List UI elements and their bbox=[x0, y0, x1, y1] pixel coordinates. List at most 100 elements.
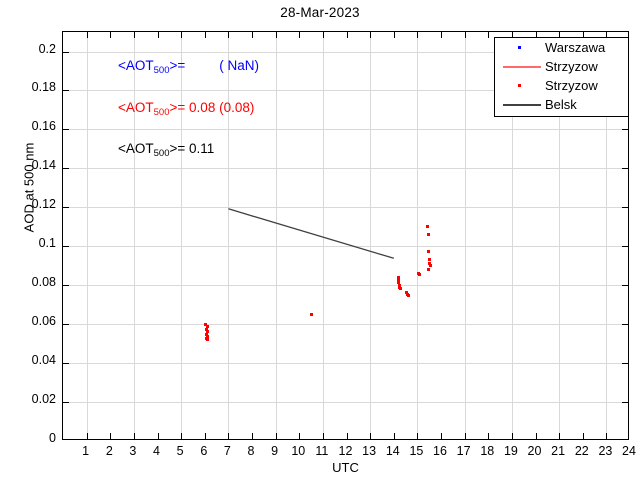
data-point bbox=[428, 263, 432, 267]
x-axis-tick bbox=[559, 32, 561, 38]
gridline-horizontal bbox=[63, 246, 628, 248]
x-axis-label: UTC bbox=[332, 460, 359, 475]
data-point bbox=[427, 250, 431, 254]
y-axis-tick bbox=[63, 246, 69, 248]
annotation-operator: >= bbox=[169, 141, 186, 156]
gridline-vertical bbox=[417, 32, 419, 439]
x-axis-tick bbox=[606, 433, 608, 439]
x-axis-tick bbox=[464, 433, 466, 439]
annotation-value: ( NaN) bbox=[219, 58, 260, 73]
x-axis-tick bbox=[110, 433, 112, 439]
y-axis-tick bbox=[622, 402, 628, 403]
x-axis-tick bbox=[370, 433, 372, 439]
x-tick-label: 10 bbox=[291, 444, 306, 458]
x-axis-tick bbox=[582, 433, 584, 439]
gridline-horizontal bbox=[63, 324, 628, 326]
gridline-horizontal bbox=[63, 51, 628, 53]
x-axis-tick bbox=[346, 32, 348, 38]
x-axis-tick bbox=[441, 32, 442, 38]
x-tick-label: 6 bbox=[200, 444, 208, 458]
x-axis-tick bbox=[370, 32, 372, 38]
x-axis-tick bbox=[204, 32, 206, 38]
x-tick-label: 18 bbox=[480, 444, 495, 458]
data-point bbox=[426, 232, 430, 236]
x-axis-tick bbox=[275, 32, 277, 38]
y-axis-tick bbox=[63, 168, 69, 170]
legend-entry-2[interactable]: Strzyzow bbox=[495, 76, 628, 95]
x-tick-label: 12 bbox=[338, 444, 353, 458]
x-axis-tick bbox=[299, 32, 301, 38]
gridline-vertical bbox=[322, 32, 324, 439]
x-axis-tick bbox=[181, 32, 183, 38]
x-tick-label: 4 bbox=[153, 444, 160, 458]
y-axis-tick bbox=[622, 324, 628, 326]
annotation-operator: >= bbox=[169, 100, 186, 115]
legend-line-icon bbox=[503, 66, 541, 68]
annotation-prefix: <AOT bbox=[118, 100, 154, 115]
x-tick-label: 9 bbox=[271, 444, 279, 458]
x-axis-tick bbox=[322, 32, 324, 38]
annotation-strzyzow-mean: <AOT500>= 0.08 (0.08) bbox=[118, 100, 254, 118]
gridline-vertical bbox=[511, 32, 513, 439]
x-axis-tick bbox=[228, 433, 230, 439]
legend-entry-1[interactable]: Strzyzow bbox=[495, 57, 628, 76]
legend-entry-3[interactable]: Belsk bbox=[495, 95, 628, 114]
y-axis-tick bbox=[622, 246, 628, 248]
data-point bbox=[406, 293, 410, 297]
x-tick-label: 21 bbox=[551, 444, 566, 458]
gridline-horizontal bbox=[63, 168, 628, 170]
x-tick-label: 15 bbox=[409, 444, 424, 458]
y-axis-tick bbox=[622, 168, 628, 170]
x-tick-label: 8 bbox=[247, 444, 255, 458]
y-axis-tick bbox=[63, 51, 69, 53]
x-axis-tick bbox=[393, 32, 395, 38]
annotation-warszawa-mean: <AOT500>= ( NaN) bbox=[118, 58, 260, 76]
legend-marker-line bbox=[501, 95, 541, 114]
gridline-vertical bbox=[275, 32, 277, 439]
legend-entry-0[interactable]: Warszawa bbox=[495, 38, 628, 57]
x-tick-label: 16 bbox=[433, 444, 447, 458]
data-point bbox=[204, 332, 208, 336]
x-tick-label: 7 bbox=[223, 444, 231, 458]
x-axis-tick bbox=[86, 433, 88, 439]
x-axis-tick bbox=[181, 433, 183, 439]
x-axis-tick bbox=[417, 32, 419, 38]
legend-marker-dot bbox=[501, 76, 541, 95]
x-axis-tick bbox=[488, 32, 490, 38]
chart-legend: Warszawa Strzyzow Strzyzow Belsk bbox=[494, 37, 629, 117]
data-point bbox=[425, 225, 429, 229]
data-point bbox=[427, 258, 431, 262]
x-axis-tick bbox=[582, 32, 584, 38]
x-axis-tick bbox=[559, 433, 561, 439]
annotation-value: 0.11 bbox=[189, 141, 215, 156]
gridline-vertical bbox=[464, 32, 466, 439]
gridline-vertical bbox=[370, 32, 372, 439]
x-axis-tick bbox=[299, 433, 301, 439]
data-point bbox=[204, 322, 208, 326]
y-axis-tick bbox=[63, 207, 69, 209]
annotation-subscript: 500 bbox=[153, 148, 170, 159]
x-axis-tick bbox=[535, 433, 537, 439]
x-tick-label: 5 bbox=[176, 444, 184, 458]
x-axis-tick bbox=[393, 433, 395, 439]
legend-label: Warszawa bbox=[545, 40, 606, 55]
legend-dot-icon bbox=[518, 46, 521, 49]
x-axis-tick bbox=[511, 32, 513, 38]
y-axis-tick bbox=[63, 285, 69, 287]
legend-label: Belsk bbox=[545, 97, 577, 112]
data-point bbox=[397, 281, 400, 285]
legend-line-icon bbox=[503, 104, 541, 106]
x-tick-label: 17 bbox=[456, 444, 471, 458]
legend-label: Strzyzow bbox=[545, 78, 598, 93]
annotation-belsk-mean: <AOT500>= 0.11 bbox=[118, 141, 215, 159]
y-axis-label: AOD at 500 nm bbox=[21, 142, 37, 233]
y-axis-tick bbox=[63, 90, 69, 92]
x-tick-label: 20 bbox=[527, 444, 542, 458]
y-axis-tick bbox=[622, 207, 628, 209]
x-tick-label: 24 bbox=[622, 444, 636, 458]
x-axis-tick bbox=[346, 433, 348, 439]
gridline-vertical bbox=[559, 32, 561, 439]
x-axis-tick bbox=[535, 32, 537, 38]
gridline-horizontal bbox=[63, 207, 628, 209]
